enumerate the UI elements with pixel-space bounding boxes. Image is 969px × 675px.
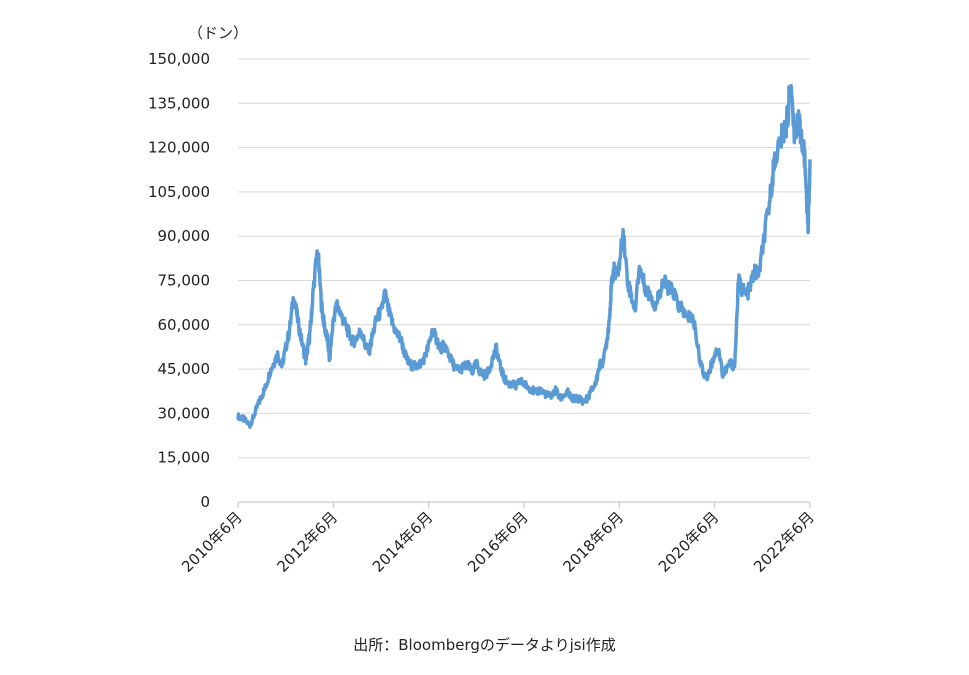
x-tick-label: 2016年6月 xyxy=(464,508,532,576)
x-axis-ticks: 2010年6月 2012年6月 2014年6月 2016年6月 2018年6月 2020年… xyxy=(178,502,818,576)
x-tick-label: 2018年6月 xyxy=(559,508,627,576)
y-tick-label: 45,000 xyxy=(158,360,211,378)
y-tick-label: 0 xyxy=(200,493,210,511)
y-tick-label: 120,000 xyxy=(148,139,210,157)
gridlines xyxy=(238,58,810,459)
series-line xyxy=(236,83,812,429)
x-tick-label: 2022年6月 xyxy=(750,508,818,576)
x-tick-label: 2020年6月 xyxy=(655,508,723,576)
y-tick-label: 105,000 xyxy=(148,183,210,201)
y-tick-label: 150,000 xyxy=(148,50,210,68)
y-tick-label: 60,000 xyxy=(158,316,211,334)
y-tick-label: 90,000 xyxy=(158,227,211,245)
x-tick-label: 2012年6月 xyxy=(273,508,341,576)
series-group xyxy=(236,83,812,429)
x-tick-label: 2010年6月 xyxy=(178,508,246,576)
y-tick-label: 135,000 xyxy=(148,94,210,112)
y-axis-ticks: 150,000 135,000 120,000 105,000 90,000 75,000… xyxy=(148,50,210,511)
y-tick-label: 15,000 xyxy=(158,449,211,467)
y-tick-label: 75,000 xyxy=(158,272,211,290)
y-tick-label: 30,000 xyxy=(158,404,211,422)
x-tick-label: 2014年6月 xyxy=(369,508,437,576)
source-note: 出所：Bloombergのデータよりjsi作成 xyxy=(353,636,616,654)
y-axis-unit-label: （ドン） xyxy=(188,24,248,42)
